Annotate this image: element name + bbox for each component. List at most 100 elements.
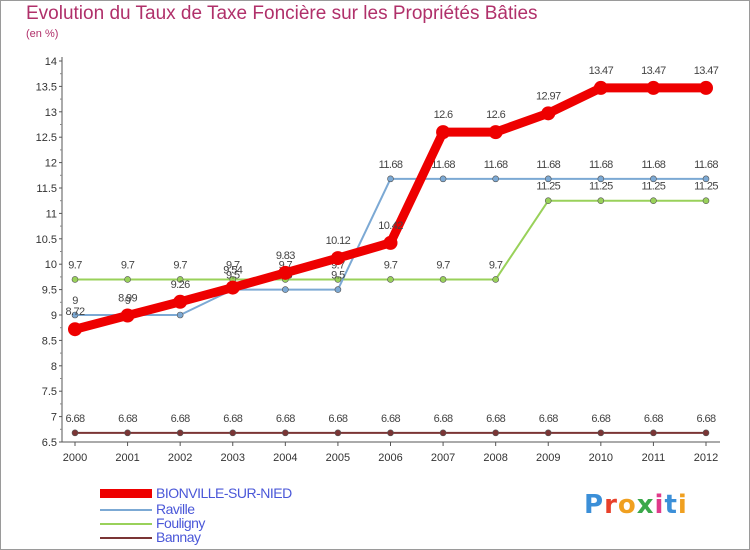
data-label: 6.68: [171, 413, 190, 425]
data-point: [229, 429, 237, 437]
logo-letter: i: [654, 490, 665, 520]
data-label: 9.83: [276, 250, 295, 262]
legend-label-fouligny: Fouligny: [156, 515, 205, 531]
data-label: 11.68: [536, 159, 560, 171]
data-label: 9.7: [226, 259, 240, 271]
data-label: 9.7: [121, 259, 135, 271]
data-label: 11.25: [589, 181, 613, 193]
y-tick-label: 10: [45, 259, 57, 271]
y-tick-label: 9.5: [42, 285, 57, 297]
data-point: [387, 429, 394, 437]
legend-swatch-bannay: [100, 537, 152, 539]
data-point: [597, 197, 605, 204]
y-tick-label: 8: [51, 361, 57, 373]
data-label: 11.68: [484, 159, 508, 171]
legend-swatch-fouligny: [100, 523, 152, 525]
x-tick-label: 2010: [589, 452, 613, 464]
data-point: [225, 280, 240, 295]
data-point: [334, 286, 342, 293]
y-tick-label: 14: [45, 56, 57, 68]
data-point: [282, 286, 289, 293]
data-label: 9: [125, 295, 131, 307]
data-point: [278, 265, 293, 280]
x-tick-label: 2000: [63, 452, 87, 464]
y-tick-label: 12.5: [36, 132, 57, 144]
data-point: [68, 322, 82, 337]
x-tick-label: 2001: [115, 452, 139, 464]
data-label: 11.68: [694, 159, 718, 171]
data-point: [492, 429, 499, 437]
data-label: 10.12: [326, 235, 351, 247]
data-label: 9.7: [68, 259, 82, 271]
data-point: [71, 276, 79, 283]
logo-letter: x: [636, 490, 655, 520]
data-label: 12.97: [536, 90, 561, 102]
data-point: [439, 276, 447, 283]
data-point: [650, 197, 657, 204]
data-point: [124, 429, 131, 437]
data-label: 6.68: [434, 413, 453, 425]
x-tick-label: 2007: [431, 452, 455, 464]
data-label: 6.68: [65, 413, 84, 425]
x-tick-label: 2008: [483, 452, 507, 464]
data-label: 6.68: [118, 413, 137, 425]
data-point: [541, 106, 556, 121]
data-label: 9.5: [331, 270, 345, 282]
y-tick-label: 6.5: [42, 437, 57, 449]
data-point: [492, 276, 499, 283]
logo-letter: P: [584, 490, 605, 520]
y-tick-label: 11: [46, 208, 57, 220]
data-label: 9.26: [171, 279, 190, 291]
data-point: [71, 311, 79, 319]
data-label: 13.47: [694, 65, 719, 77]
data-label: 8.72: [65, 306, 84, 318]
data-label: 11.25: [642, 181, 666, 193]
legend-swatch-bionville: [100, 489, 152, 498]
data-label: 11.68: [589, 159, 613, 171]
x-tick-label: 2006: [378, 452, 402, 464]
data-point: [702, 197, 710, 204]
data-label: 11.68: [642, 159, 666, 171]
data-label: 11.25: [694, 181, 718, 193]
y-tick-label: 13: [45, 107, 57, 119]
data-point: [176, 276, 184, 283]
data-point: [334, 276, 342, 283]
data-label: 6.68: [696, 413, 715, 425]
x-tick-label: 2005: [326, 452, 350, 464]
data-point: [702, 175, 710, 183]
data-point: [173, 294, 188, 309]
data-point: [383, 235, 398, 250]
chart-subtitle: (en %): [26, 28, 59, 40]
logo-letter: t: [664, 490, 678, 520]
data-point: [650, 429, 657, 437]
data-point: [650, 175, 657, 183]
x-tick-label: 2002: [168, 452, 192, 464]
data-label: 6.68: [486, 413, 505, 425]
legend-label-bionville: BIONVILLE-SUR-NIED: [156, 485, 292, 501]
data-label: 11.25: [536, 181, 560, 193]
x-tick-label: 2003: [221, 452, 245, 464]
logo-letter: i: [677, 490, 688, 520]
data-point: [597, 429, 605, 437]
y-tick-label: 11.5: [36, 183, 57, 195]
data-point: [387, 175, 394, 183]
data-point: [702, 429, 710, 437]
data-point: [120, 308, 135, 323]
data-point: [387, 276, 394, 283]
data-label: 9: [72, 295, 78, 307]
data-point: [488, 125, 503, 140]
legend-swatch-raville: [100, 509, 152, 511]
y-tick-label: 7.5: [42, 386, 57, 398]
data-point: [544, 175, 552, 183]
data-label: 6.68: [539, 413, 558, 425]
data-label: 6.68: [381, 413, 400, 425]
y-tick-label: 10.5: [36, 234, 57, 246]
logo-letter: o: [617, 490, 637, 520]
data-label: 11.68: [379, 159, 403, 171]
data-label: 9.5: [226, 270, 240, 282]
data-point: [71, 429, 79, 437]
data-point: [330, 251, 345, 266]
y-tick-label: 13.5: [36, 81, 57, 93]
data-label: 11.68: [431, 159, 455, 171]
